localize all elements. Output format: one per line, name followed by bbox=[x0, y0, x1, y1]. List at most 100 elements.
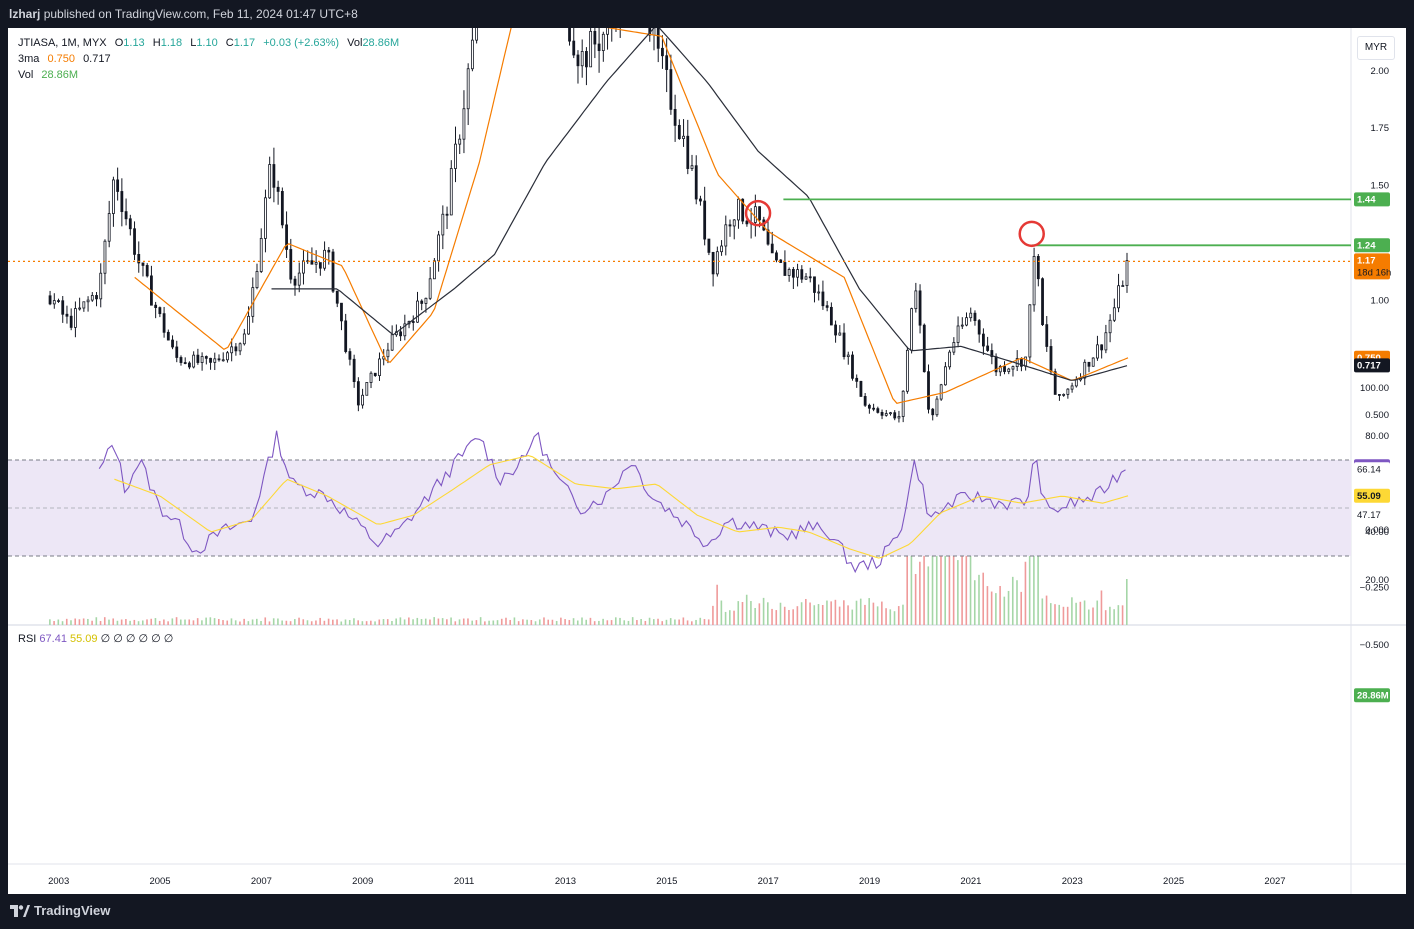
candle-body bbox=[1121, 285, 1125, 287]
price-label-text: 1.44 bbox=[1357, 194, 1376, 205]
volume-bar bbox=[450, 617, 452, 625]
candle-body bbox=[863, 396, 867, 406]
ma-slow-value: 0.717 bbox=[83, 53, 111, 65]
currency-button[interactable]: MYR bbox=[1357, 36, 1395, 60]
footer-bar: TradingView bbox=[0, 894, 1414, 929]
candle-body bbox=[707, 238, 711, 253]
volume-bar bbox=[572, 618, 575, 625]
volume-bar bbox=[547, 619, 550, 625]
volume-bar bbox=[1062, 606, 1065, 625]
time-tick-label: 2005 bbox=[149, 876, 170, 887]
volume-bar bbox=[910, 550, 913, 625]
candle-body bbox=[1003, 366, 1006, 372]
candle-body bbox=[1024, 356, 1028, 367]
candle-body bbox=[973, 312, 977, 321]
chart-canvas[interactable]: 4.003.753.503.253.002.752.502.252.001.75… bbox=[8, 28, 1406, 894]
tradingview-brand[interactable]: TradingView bbox=[34, 903, 111, 918]
volume-bar bbox=[864, 604, 866, 625]
tradingview-logo-icon[interactable] bbox=[10, 905, 30, 917]
candle-body bbox=[145, 265, 149, 277]
vol-legend-row[interactable]: Vol 28.86M bbox=[18, 67, 399, 83]
volume-bar bbox=[619, 617, 621, 625]
candle-body bbox=[901, 390, 905, 417]
rsi-value: 67.41 bbox=[39, 633, 67, 645]
volume-bar bbox=[213, 618, 216, 625]
volume-bar bbox=[526, 619, 528, 625]
volume-bar bbox=[729, 610, 731, 625]
volume-bar bbox=[1016, 580, 1018, 625]
candle-body bbox=[1032, 256, 1036, 306]
volume-bar bbox=[289, 621, 292, 625]
volume-bar bbox=[859, 598, 862, 625]
volume-bar bbox=[1007, 590, 1010, 625]
vol-inline-label: Vol bbox=[347, 37, 363, 49]
volume-bar bbox=[471, 620, 473, 625]
volume-bar bbox=[961, 544, 963, 625]
candle-body bbox=[1058, 394, 1061, 396]
candle-body bbox=[331, 251, 335, 292]
volume-bar bbox=[230, 618, 233, 625]
candle-body bbox=[939, 384, 943, 400]
volume-bar bbox=[560, 617, 562, 625]
candle-body bbox=[154, 304, 158, 309]
volume-bar bbox=[1096, 600, 1099, 625]
price-label-box bbox=[1354, 192, 1390, 207]
volume-bar bbox=[931, 541, 934, 625]
volume-bar bbox=[370, 620, 372, 625]
chart-panel[interactable]: 4.003.753.503.253.002.752.502.252.001.75… bbox=[8, 28, 1406, 894]
volume-bar bbox=[522, 619, 524, 625]
candle-body bbox=[1007, 368, 1011, 372]
volume-bar bbox=[990, 591, 993, 625]
volume-bar bbox=[767, 602, 769, 625]
candle-body bbox=[965, 317, 968, 326]
candle-body bbox=[728, 224, 732, 227]
candle-body bbox=[703, 200, 707, 240]
volume-bar bbox=[416, 617, 419, 625]
volume-bar bbox=[1020, 591, 1023, 625]
candle-body bbox=[918, 290, 922, 326]
high-label: H bbox=[152, 37, 161, 49]
candle-body bbox=[956, 325, 960, 343]
volume-bar bbox=[1109, 606, 1111, 625]
volume-bar bbox=[564, 619, 566, 625]
candle-body bbox=[352, 358, 356, 383]
symbol-label[interactable]: JTIASA, 1M, MYX bbox=[18, 37, 107, 49]
volume-bar bbox=[986, 586, 989, 625]
volume-bar bbox=[192, 620, 195, 625]
volume-bar bbox=[437, 618, 440, 625]
volume-bar bbox=[99, 620, 102, 625]
author-name[interactable]: lzharj bbox=[9, 7, 41, 21]
volume-bar bbox=[982, 572, 985, 625]
volume-bar bbox=[167, 621, 169, 625]
candle-body bbox=[783, 262, 787, 276]
rsi-legend[interactable]: RSI 67.41 55.09 ∅ ∅ ∅ ∅ ∅ ∅ bbox=[18, 632, 173, 645]
candle-body bbox=[327, 249, 331, 253]
volume-bar bbox=[720, 600, 723, 625]
candle-body bbox=[340, 302, 343, 322]
ma-legend-row[interactable]: 3ma 0.750 0.717 bbox=[18, 51, 399, 67]
candle-body bbox=[192, 354, 196, 368]
volume-bar bbox=[505, 617, 507, 625]
volume-bar bbox=[534, 621, 537, 625]
volume-bar bbox=[340, 621, 343, 625]
candle-body bbox=[880, 412, 884, 416]
candle-body bbox=[247, 315, 250, 335]
price-label-text: 28.86M bbox=[1357, 690, 1389, 701]
candle-body bbox=[914, 290, 918, 310]
candle-body bbox=[386, 349, 390, 358]
volume-bar bbox=[306, 620, 309, 625]
volume-bar bbox=[576, 620, 579, 625]
candle-body bbox=[158, 307, 162, 315]
volume-bar bbox=[158, 620, 161, 625]
volume-bar bbox=[581, 617, 583, 625]
volume-bar bbox=[150, 618, 153, 625]
candle-body bbox=[302, 260, 305, 274]
volume-bar bbox=[1092, 607, 1094, 625]
volume-bar bbox=[644, 620, 647, 625]
candle-body bbox=[745, 220, 749, 225]
candle-body bbox=[196, 354, 200, 363]
volume-bar bbox=[682, 617, 685, 625]
candle-body bbox=[188, 362, 191, 368]
candle-body bbox=[297, 272, 301, 286]
volume-bar bbox=[365, 621, 368, 625]
